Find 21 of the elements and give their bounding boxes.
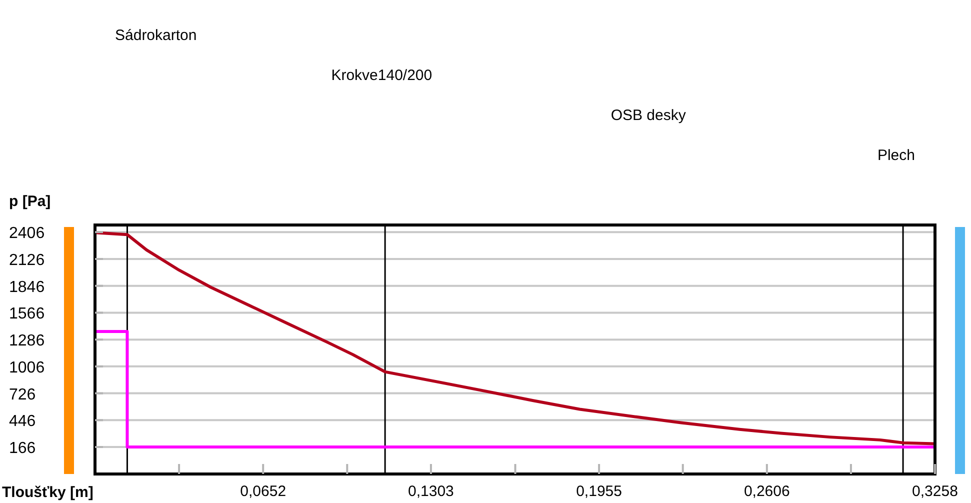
x-tick-label: 0,1955 <box>576 483 622 500</box>
x-axis-title: Tloušťky [m] <box>2 484 94 501</box>
x-tick-label: 0,3258 <box>912 483 958 500</box>
x-tick-label: 0,0652 <box>240 483 286 500</box>
text: Plech <box>877 147 915 164</box>
y-axis-title: p [Pa] <box>9 193 51 210</box>
y-tick-label: 2126 <box>9 252 45 269</box>
y-tick-label: 2406 <box>9 225 45 242</box>
y-tick-label: 1006 <box>9 359 45 376</box>
y-tick-label: 1286 <box>9 332 45 350</box>
text: OSB desky <box>610 107 686 124</box>
y-tick-label: 1846 <box>9 278 45 296</box>
y-tick-label: 166 <box>9 440 36 458</box>
y-tick-label: 446 <box>9 413 36 430</box>
text: Krokve140/200 <box>331 67 432 84</box>
text: Sádrokarton <box>115 27 197 44</box>
x-tick-label: 0,1303 <box>408 483 454 500</box>
y-tick-label: 726 <box>9 386 36 404</box>
line-series <box>94 231 936 446</box>
y-tick-label: 1566 <box>9 306 45 323</box>
x-tick-label: 0,2606 <box>744 483 790 500</box>
